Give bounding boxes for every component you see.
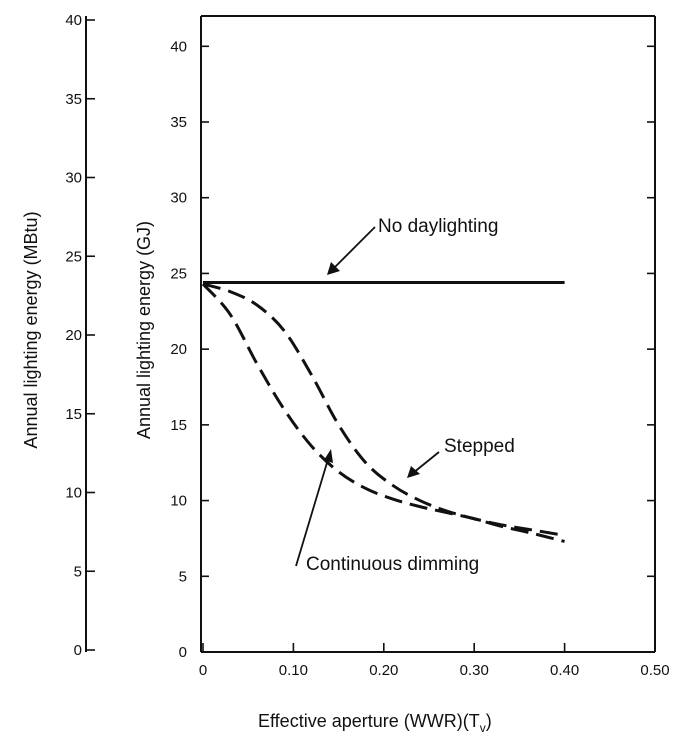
series-line-stepped [202,282,565,537]
annotation-no-daylighting: No daylighting [378,216,498,237]
annotation-no-daylighting-arrow [332,226,376,270]
gj-tick-label: 35 [170,114,187,131]
annotation-stepped: Stepped [444,436,515,457]
gj-tick-label: 15 [170,417,187,434]
mbtu-tick-label: 20 [65,327,82,344]
gj-tick-label: 20 [170,341,187,358]
mbtu-y-ticks: 0 5 10 15 20 25 30 35 40 [65,12,95,659]
x-axis-title-close: ) [486,711,492,731]
mbtu-tick-label: 0 [74,642,82,659]
gj-tick-label: 25 [170,265,187,282]
x-tick-label: 0.50 [640,662,669,679]
mbtu-tick-label: 5 [74,563,82,580]
gj-tick-label: 5 [179,568,187,585]
annotation-stepped-arrow [412,451,440,474]
x-axis-title-main: Effective aperture (WWR)(T [258,711,480,731]
mbtu-tick-label: 10 [65,485,82,502]
x-tick-label: 0.10 [279,662,308,679]
gj-y-ticks: 0 5 10 15 20 25 30 35 40 [170,38,655,661]
x-axis-title: Effective aperture (WWR)(Tv) [258,711,492,735]
mbtu-tick-label: 30 [65,170,82,187]
gj-tick-label: 40 [170,38,187,55]
x-ticks: 0 0.10 0.20 0.30 0.40 0.50 [199,643,670,679]
x-tick-label: 0.30 [460,662,489,679]
gj-tick-label: 10 [170,493,187,510]
gj-tick-label: 30 [170,190,187,207]
series-layer [201,281,565,543]
x-tick-label: 0 [199,662,207,679]
annotation-continuous-dimming-arrow [295,455,330,567]
x-tick-label: 0.20 [369,662,398,679]
gj-tick-label: 0 [179,644,187,661]
annotation-stepped-arrowhead [407,466,420,478]
annotation-no-daylighting-arrowhead [327,262,340,275]
mbtu-tick-label: 35 [65,91,82,108]
gj-y-axis-title: Annual lighting energy (GJ) [134,221,154,439]
series-line-continuous-dimming [201,283,565,543]
mbtu-tick-label: 40 [65,12,82,29]
mbtu-tick-label: 25 [65,248,82,265]
annotation-continuous-dimming: Continuous dimming [306,554,479,575]
x-axis-title-subscript: v [480,721,486,735]
x-tick-label: 0.40 [550,662,579,679]
mbtu-tick-label: 15 [65,406,82,423]
annotation-continuous-dimming-arrowhead [324,449,333,463]
mbtu-y-axis-title: Annual lighting energy (MBtu) [21,211,41,448]
